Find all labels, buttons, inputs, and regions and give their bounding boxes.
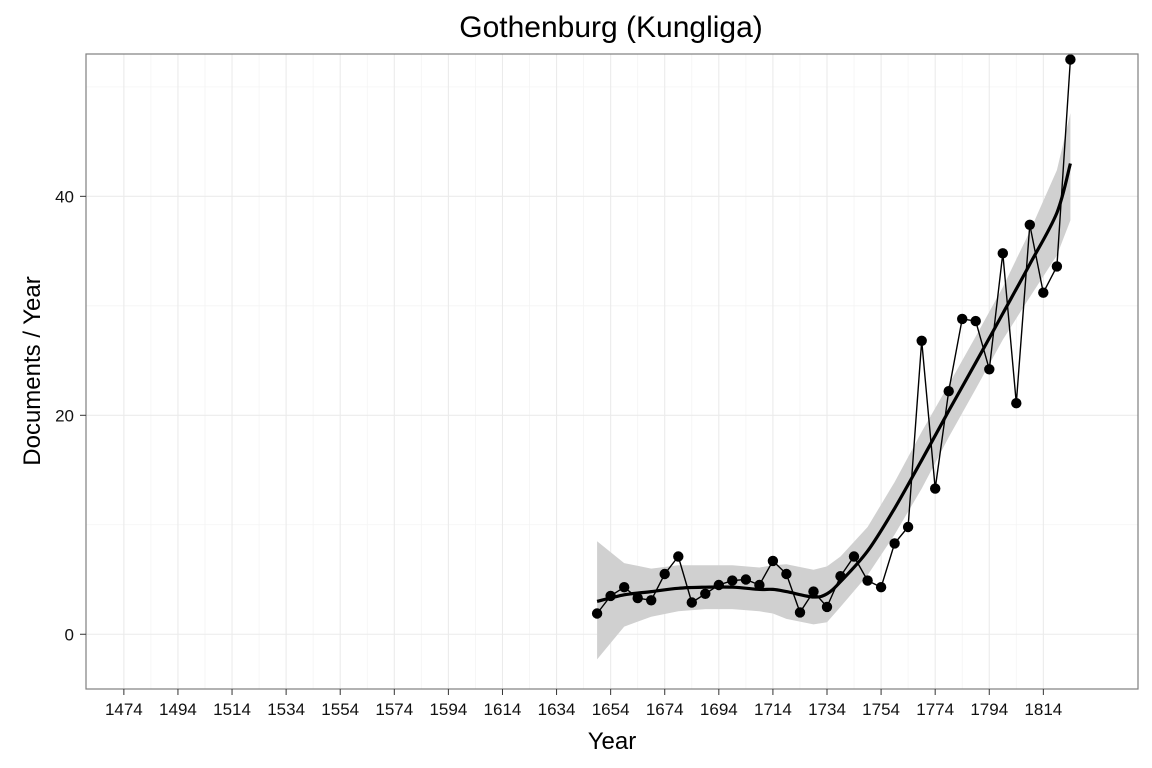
x-tick-label: 1514 (213, 700, 251, 719)
x-tick-label: 1734 (808, 700, 846, 719)
data-point (1038, 287, 1049, 298)
x-tick-label: 1754 (862, 700, 900, 719)
data-point (673, 551, 684, 562)
data-point (646, 595, 657, 606)
data-point (984, 364, 995, 375)
x-axis-title: Year (588, 728, 637, 755)
data-point (862, 575, 873, 586)
data-point (700, 588, 711, 599)
data-point (754, 579, 765, 591)
data-point (957, 313, 968, 325)
x-tick-label: 1534 (267, 700, 305, 719)
x-tick-label: 1774 (916, 700, 954, 719)
data-point (997, 248, 1008, 259)
data-point (889, 538, 900, 549)
x-tick-label: 1474 (105, 700, 143, 719)
data-point (1011, 398, 1022, 409)
x-tick-label: 1674 (646, 700, 684, 719)
x-tick-label: 1654 (592, 700, 630, 719)
data-point (1024, 219, 1036, 230)
data-point (727, 575, 738, 586)
x-tick-label: 1594 (429, 700, 467, 719)
data-point (848, 551, 860, 562)
x-tick-label: 1634 (538, 700, 576, 719)
data-point (970, 315, 981, 327)
data-point (767, 555, 779, 567)
plot-panel (85, 53, 1139, 690)
data-point (713, 579, 724, 591)
data-point (781, 568, 792, 580)
data-point (659, 568, 670, 580)
y-axis-title: Documents / Year (19, 276, 46, 465)
x-tick-label: 1794 (970, 700, 1008, 719)
data-points (591, 54, 1076, 619)
y-tick-label: 20 (55, 406, 74, 425)
x-tick-label: 1714 (754, 700, 792, 719)
data-point (591, 608, 603, 619)
data-point (875, 582, 887, 593)
data-point (740, 574, 752, 585)
data-point (632, 592, 643, 604)
panel-border (85, 53, 1139, 690)
x-tick-label: 1574 (375, 700, 413, 719)
y-tick-label: 0 (65, 625, 74, 644)
x-tick-label: 1554 (321, 700, 359, 719)
data-point (605, 590, 616, 602)
data-point (930, 483, 941, 494)
data-point (943, 386, 954, 397)
data-point (619, 582, 630, 593)
x-tick-label: 1494 (159, 700, 197, 719)
data-point (794, 607, 806, 618)
data-point (686, 597, 697, 608)
data-point (902, 521, 914, 533)
x-tick-label: 1694 (700, 700, 738, 719)
data-point (808, 586, 819, 597)
data-point (835, 571, 846, 582)
y-axis: 0 20 40 (55, 187, 86, 644)
data-point (916, 335, 927, 346)
data-point (1065, 54, 1076, 65)
chart-title: Gothenburg (Kungliga) (459, 11, 763, 44)
x-tick-label: 1814 (1024, 700, 1062, 719)
x-axis: 1474 1494 1514 1534 1554 1574 1594 1614 1634 1654… (105, 689, 1062, 719)
smooth-line (596, 163, 1072, 603)
x-tick-label: 1614 (484, 700, 522, 719)
data-point (821, 601, 833, 613)
y-tick-label: 40 (55, 187, 74, 206)
confidence-band (597, 113, 1071, 660)
data-point (1051, 261, 1063, 272)
